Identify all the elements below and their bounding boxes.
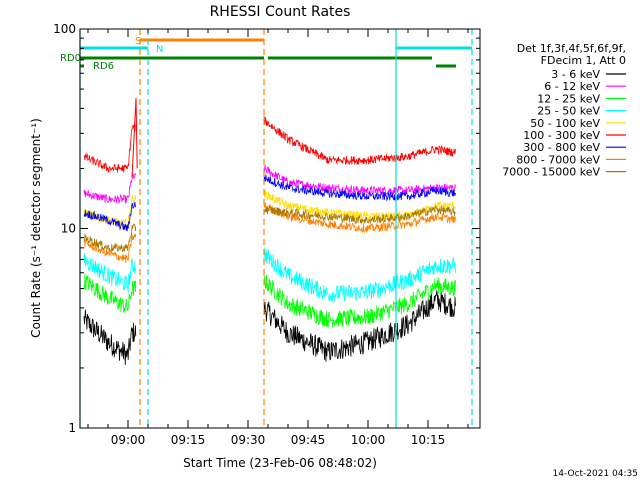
legend-label-4: 25 - 50 keV <box>537 105 600 118</box>
flag-bars: S N RD0 RD6 <box>60 36 472 72</box>
y-tick-label-1: 1 <box>68 421 76 435</box>
series-line-9-seg-2 <box>263 205 456 225</box>
legend: Det 1f,3f,4f,5f,6f,9f, FDecim 1, Att 0 3… <box>502 42 626 179</box>
series-line-7-seg-1 <box>83 202 137 232</box>
legend-label-2: 6 - 12 keV <box>544 80 600 93</box>
series-line-3-seg-2 <box>263 274 456 328</box>
flag-label-rd0: RD0 <box>60 53 81 64</box>
legend-header-line-2: FDecim 1, Att 0 <box>541 54 626 67</box>
series-line-2-seg-2 <box>263 164 456 197</box>
x-tick-label-3: 09:30 <box>231 433 266 447</box>
series-line-4-seg-1 <box>83 252 137 293</box>
series-line-8-seg-2 <box>263 202 456 234</box>
y-tick-label-2: 10 <box>61 222 76 236</box>
flag-label-s: S <box>135 36 141 47</box>
x-tick-label-6: 10:15 <box>411 433 446 447</box>
series-line-6-seg-2 <box>263 115 456 166</box>
flag-label-n: N <box>156 44 163 55</box>
plot-frame <box>79 28 481 429</box>
series-line-9-seg-1 <box>83 223 137 253</box>
series-line-1-seg-1 <box>83 309 137 365</box>
series-line-8-seg-1 <box>83 233 137 263</box>
legend-label-8: 800 - 7000 keV <box>516 153 600 166</box>
series-line-3-seg-1 <box>83 273 137 314</box>
x-tick-label-4: 09:45 <box>291 433 326 447</box>
legend-label-1: 3 - 6 keV <box>551 68 600 81</box>
series-line-4-seg-2 <box>263 248 456 303</box>
axes: 09:00 09:15 09:30 09:45 10:00 10:15 1 10 100 <box>53 22 480 447</box>
legend-label-6: 100 - 300 keV <box>523 129 600 142</box>
x-tick-label-2: 09:15 <box>171 433 206 447</box>
series-line-1-seg-2 <box>263 290 456 362</box>
chart-title: RHESSI Count Rates <box>210 4 351 20</box>
series-line-7-seg-2 <box>263 174 456 202</box>
spike-line <box>131 98 138 178</box>
legend-header-line-1: Det 1f,3f,4f,5f,6f,9f, <box>517 42 626 55</box>
legend-label-9: 7000 - 15000 keV <box>502 166 600 179</box>
x-tick-label-5: 10:00 <box>351 433 386 447</box>
plot-area <box>83 98 456 365</box>
legend-label-5: 50 - 100 keV <box>530 117 600 130</box>
x-tick-label-1: 09:00 <box>111 433 146 447</box>
vertical-markers <box>79 29 473 428</box>
legend-label-3: 12 - 25 keV <box>537 92 600 105</box>
legend-label-7: 300 - 800 keV <box>523 141 600 154</box>
footer-date: 14-Oct-2021 04:35 <box>553 469 638 479</box>
x-axis-label: Start Time (23-Feb-06 08:48:02) <box>183 456 377 470</box>
series-line-6-seg-1 <box>83 123 136 173</box>
series-line-2-seg-1 <box>83 173 137 204</box>
flag-label-rd6: RD6 <box>93 61 114 72</box>
y-axis-label: Count Rate (s⁻¹ detector segment⁻¹) <box>29 118 43 338</box>
y-tick-label-3: 100 <box>53 22 76 36</box>
